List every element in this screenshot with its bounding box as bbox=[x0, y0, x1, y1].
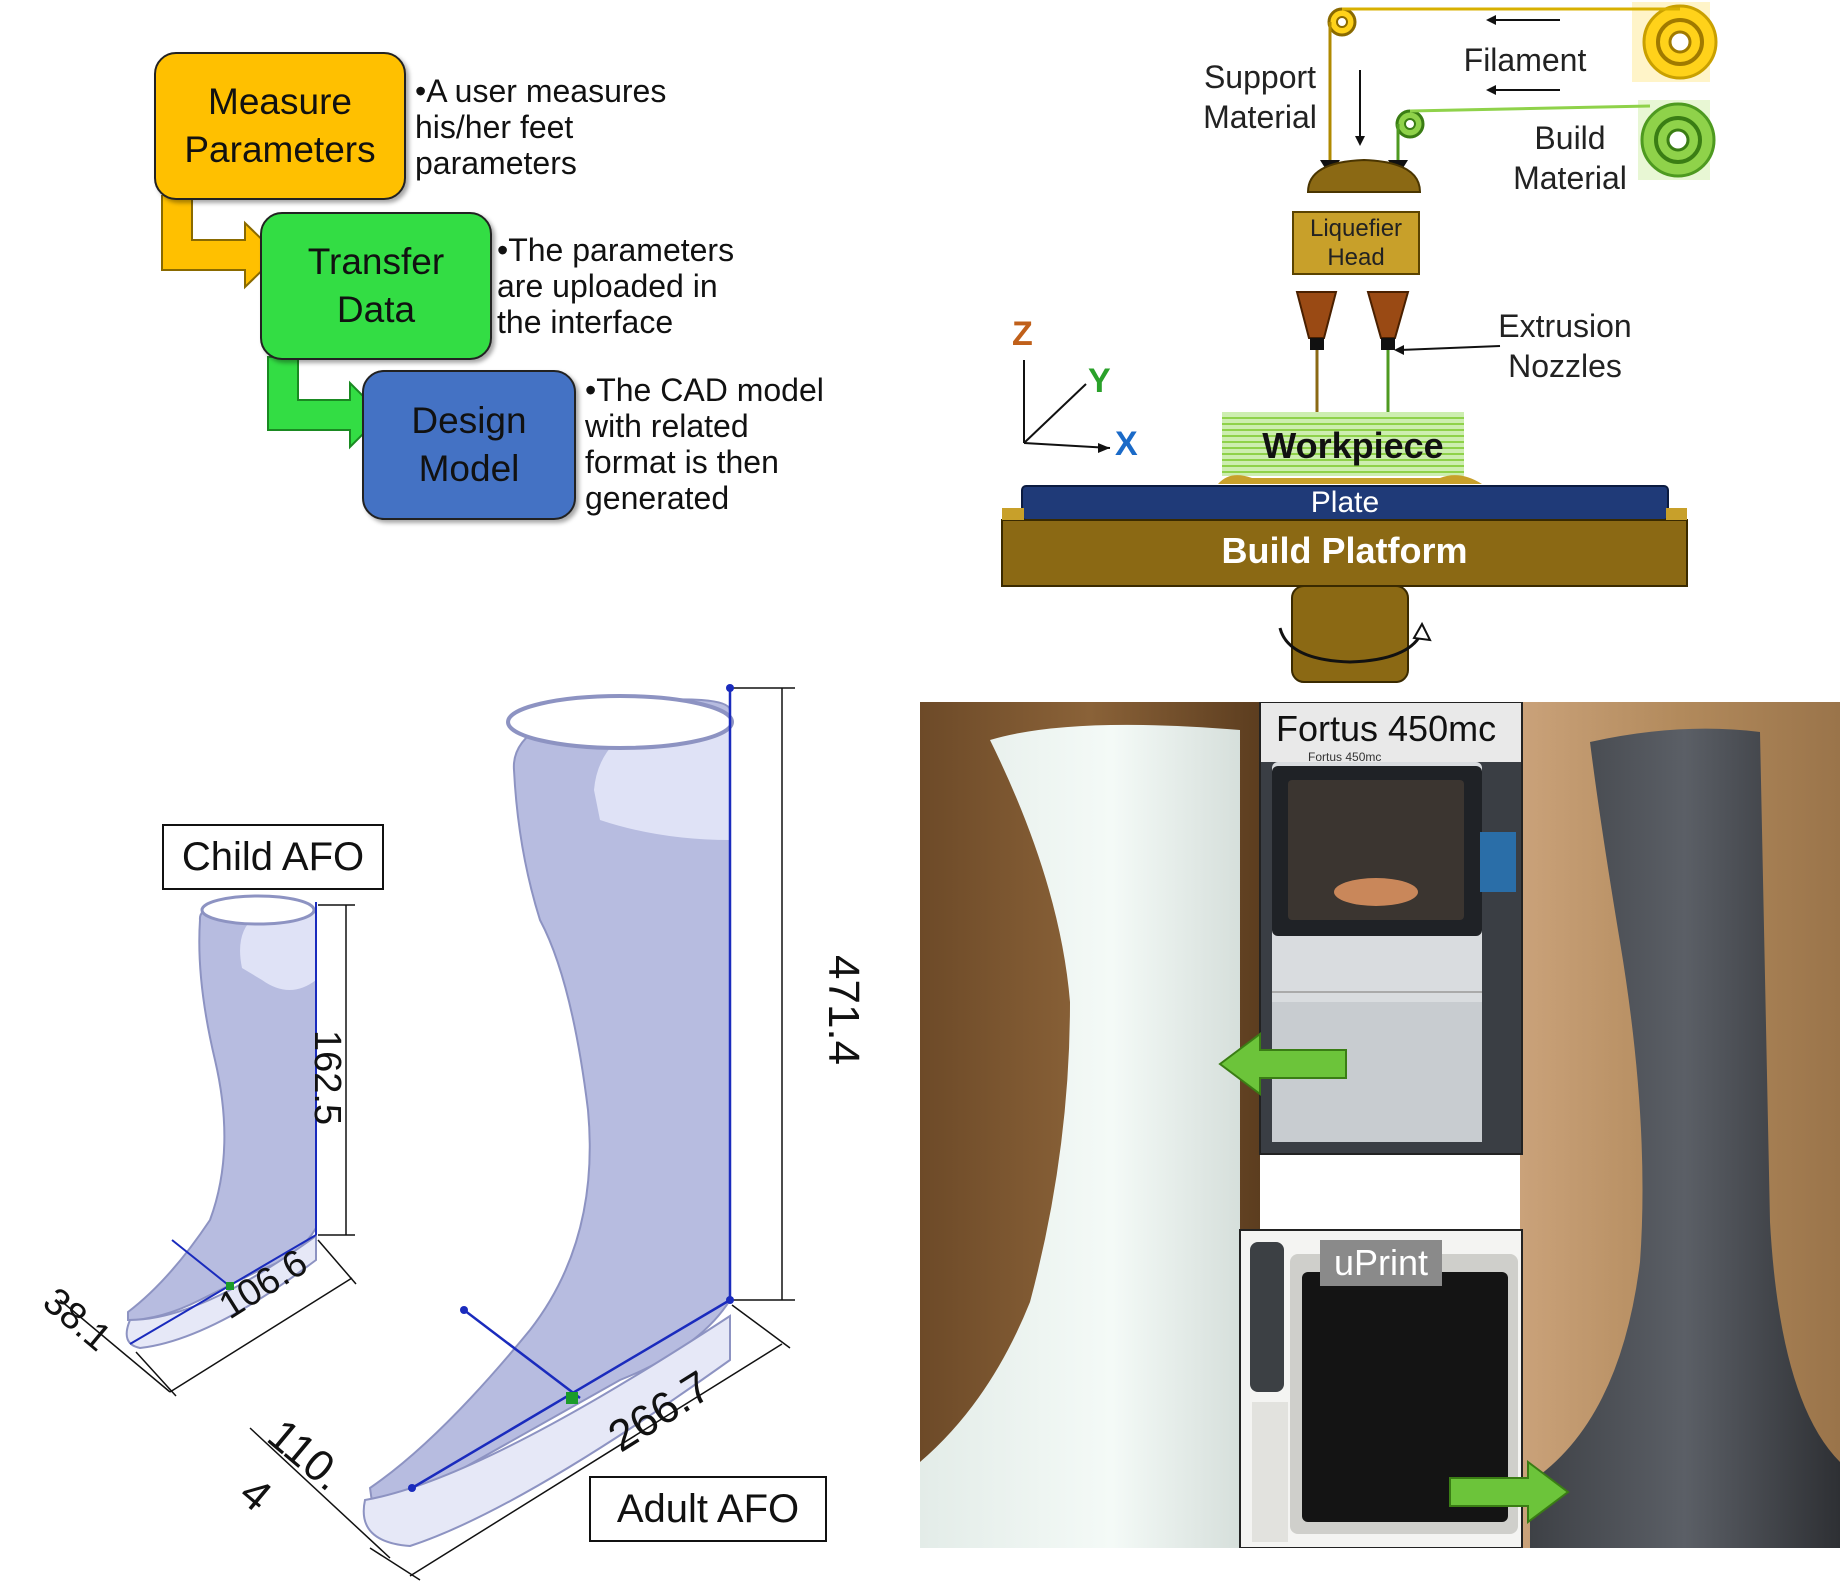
white-afo-shape bbox=[920, 724, 1240, 1548]
printer-diagram-svg bbox=[1001, 2, 1718, 683]
child-dim-length-line bbox=[129, 1234, 317, 1345]
black-afo-shape bbox=[1530, 728, 1840, 1548]
build-material-label: Build Material bbox=[1513, 120, 1627, 196]
liquefier-head-label: Liquefier Head bbox=[1309, 215, 1403, 271]
adult-afo-label: Adult AFO bbox=[589, 1476, 827, 1542]
step-transfer-note: •The parameters are uploaded in the inte… bbox=[497, 232, 735, 340]
photo-collage-svg bbox=[920, 702, 1840, 1548]
step-measure-parameters: Measure Parameters bbox=[154, 52, 406, 200]
uprint-arrow-icon bbox=[1449, 1460, 1570, 1524]
liquefier-head-box bbox=[1292, 211, 1420, 275]
nozzle-right bbox=[1366, 291, 1410, 339]
filament-label: Filament bbox=[1463, 42, 1587, 78]
rotation-arrow-icon bbox=[1278, 627, 1424, 664]
adult-height-dim: 471.4 bbox=[819, 955, 868, 1066]
child-afo-model bbox=[125, 894, 317, 1350]
child-height-dim: 162.5 bbox=[306, 1030, 348, 1126]
step-measure-note: •A user measures his/her feet parameters bbox=[415, 73, 667, 181]
liquefier-dome bbox=[1306, 158, 1422, 193]
uprint-title: uPrint bbox=[1320, 1240, 1443, 1286]
extrusion-nozzles-label: Extrusion Nozzles bbox=[1498, 308, 1632, 384]
adult-afo-model bbox=[362, 694, 734, 1548]
axis-y-label: Y bbox=[1088, 362, 1111, 400]
step-transfer-data: Transfer Data bbox=[260, 212, 492, 360]
axis-x-line bbox=[1023, 442, 1111, 449]
child-afo-label: Child AFO bbox=[162, 824, 384, 890]
workpiece-shape bbox=[1218, 412, 1482, 484]
support-material-label: Support Material bbox=[1203, 59, 1317, 135]
fortus-arrow-icon bbox=[1218, 1032, 1347, 1096]
plate-label: Plate bbox=[1310, 486, 1380, 519]
nozzle-left bbox=[1295, 291, 1338, 339]
step-design-model: Design Model bbox=[362, 370, 576, 520]
cad-model-svg bbox=[59, 684, 795, 1581]
axis-z-label: Z bbox=[1012, 315, 1033, 353]
workpiece-label: Workpiece bbox=[1262, 425, 1444, 466]
fortus-title: Fortus 450mc bbox=[1276, 708, 1497, 749]
step-design-note: •The CAD model with related format is th… bbox=[585, 372, 824, 516]
axis-x-label: X bbox=[1115, 425, 1138, 463]
build-platform-label: Build Platform bbox=[1221, 530, 1468, 571]
platform-stem bbox=[1291, 585, 1409, 683]
flow-connectors bbox=[161, 195, 380, 450]
axis-y-line bbox=[1023, 383, 1087, 444]
fortus-brand: Fortus 450mc bbox=[1308, 750, 1382, 764]
